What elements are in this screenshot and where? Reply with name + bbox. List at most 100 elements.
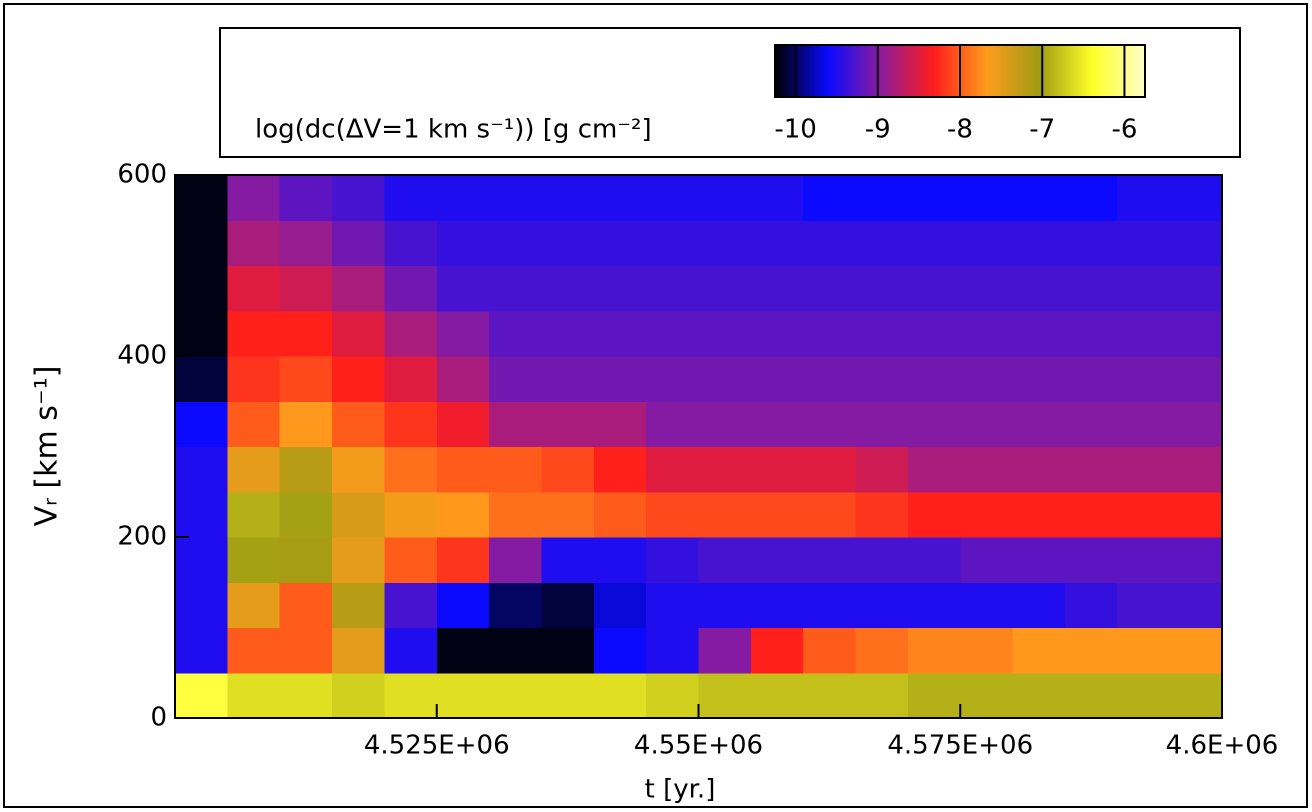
- heat-cell: [750, 220, 804, 267]
- colorbar-segment: [775, 45, 778, 97]
- heat-cell: [1064, 356, 1118, 402]
- heat-cell: [646, 401, 700, 448]
- colorbar-segment: [1007, 45, 1010, 97]
- y-tick-label: 600: [117, 160, 167, 190]
- heat-cell: [489, 537, 543, 583]
- heat-cell: [907, 356, 961, 402]
- colorbar-segment: [791, 45, 794, 97]
- heat-cell: [698, 672, 752, 719]
- heat-cell: [436, 310, 490, 357]
- heat-cell: [646, 627, 700, 674]
- heat-cell: [541, 401, 595, 448]
- colorbar-segment: [851, 45, 854, 97]
- colorbar-segment: [1121, 45, 1124, 97]
- colorbar-segment: [781, 45, 784, 97]
- heat-cell: [332, 491, 385, 538]
- colorbar-segment: [1083, 45, 1086, 97]
- heat-cell: [855, 446, 909, 493]
- heat-cell: [175, 310, 228, 357]
- colorbar-segment: [811, 45, 814, 97]
- heat-cell: [1117, 356, 1171, 402]
- heat-cell: [855, 356, 909, 402]
- heat-cell: [1064, 265, 1118, 312]
- colorbar-segment: [1085, 45, 1088, 97]
- colorbar-segment: [1027, 45, 1030, 97]
- heat-cell: [960, 356, 1014, 402]
- colorbar-segment: [829, 45, 832, 97]
- heat-cell: [960, 582, 1014, 629]
- heat-cell: [960, 537, 1014, 583]
- heat-cell: [907, 220, 961, 267]
- heat-cell: [646, 491, 700, 538]
- heat-cell: [175, 537, 228, 583]
- colorbar-segment: [963, 45, 966, 97]
- colorbar-tick-label: -10: [774, 115, 816, 145]
- heat-cell: [384, 672, 438, 719]
- colorbar-segment: [899, 45, 902, 97]
- heat-cell: [1117, 401, 1171, 448]
- y-tick-label: 200: [117, 522, 167, 552]
- colorbar-segment: [923, 45, 926, 97]
- colorbar-segment: [1011, 45, 1014, 97]
- heat-cell: [960, 175, 1014, 221]
- heat-cell: [1169, 401, 1223, 448]
- colorbar-tick-label: -9: [865, 115, 891, 145]
- heat-cell: [227, 310, 281, 357]
- heat-cell: [227, 537, 281, 583]
- heat-cell: [332, 220, 385, 267]
- heat-cell: [750, 491, 804, 538]
- heat-cell: [803, 582, 857, 629]
- heat-cell: [593, 627, 647, 674]
- heat-cell: [803, 175, 857, 221]
- colorbar-segment: [1053, 45, 1056, 97]
- colorbar-label: log(dc(ΔV=1 km s⁻¹)) [g cm⁻²]: [255, 115, 652, 145]
- heat-cell: [489, 582, 543, 629]
- heat-cell: [175, 175, 228, 221]
- colorbar-segment: [865, 45, 868, 97]
- heat-cell: [384, 401, 438, 448]
- heat-cell: [279, 220, 333, 267]
- heat-cell: [855, 672, 909, 719]
- heat-cell: [750, 582, 804, 629]
- colorbar-segment: [965, 45, 968, 97]
- colorbar-segment: [1113, 45, 1116, 97]
- colorbar-segment: [895, 45, 898, 97]
- colorbar-segment: [1017, 45, 1020, 97]
- colorbar-segment: [1037, 45, 1040, 97]
- colorbar-segment: [931, 45, 934, 97]
- colorbar-segment: [1009, 45, 1012, 97]
- heat-cell: [855, 627, 909, 674]
- heat-cell: [489, 356, 543, 402]
- colorbar-segment: [1039, 45, 1042, 97]
- heat-cell: [384, 627, 438, 674]
- heat-cell: [593, 672, 647, 719]
- heat-cell: [436, 220, 490, 267]
- colorbar-segment: [841, 45, 844, 97]
- colorbar-segment: [905, 45, 908, 97]
- heat-cell: [227, 220, 281, 267]
- heat-cell: [489, 491, 543, 538]
- heat-cell: [332, 175, 385, 221]
- heat-cell: [489, 265, 543, 312]
- heat-cell: [1117, 446, 1171, 493]
- colorbar-segment: [975, 45, 978, 97]
- heat-cell: [960, 446, 1014, 493]
- heat-cell: [227, 265, 281, 312]
- colorbar-segment: [1073, 45, 1076, 97]
- colorbar-segment: [831, 45, 834, 97]
- heat-cell: [960, 401, 1014, 448]
- colorbar-segment: [1065, 45, 1068, 97]
- colorbar-segment: [827, 45, 830, 97]
- heat-cell: [227, 446, 281, 493]
- heat-cell: [541, 175, 595, 221]
- heat-cell: [907, 627, 961, 674]
- heat-cell: [750, 627, 804, 674]
- colorbar-segment: [789, 45, 792, 97]
- heat-cell: [750, 265, 804, 312]
- heat-cell: [750, 672, 804, 719]
- colorbar-segment: [815, 45, 818, 97]
- colorbar-segment: [1127, 45, 1130, 97]
- colorbar-segment: [863, 45, 866, 97]
- heat-cell: [541, 627, 595, 674]
- heat-cell: [175, 401, 228, 448]
